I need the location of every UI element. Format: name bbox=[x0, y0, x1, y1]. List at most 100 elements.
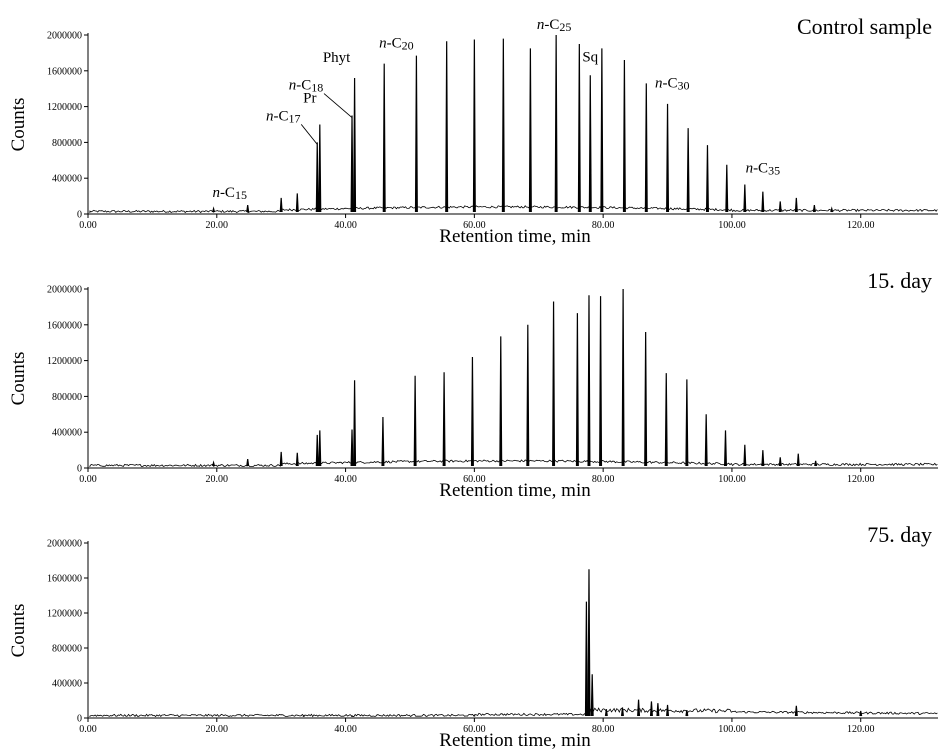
baseline-trace bbox=[89, 707, 938, 718]
chromatogram-peak bbox=[685, 710, 689, 717]
chromatogram-peak bbox=[649, 701, 653, 717]
y-axis-title: Counts bbox=[8, 604, 29, 658]
chromatogram-peak bbox=[794, 197, 798, 213]
x-tick-label: 40.00 bbox=[334, 474, 357, 485]
chromatogram-peak bbox=[637, 699, 641, 717]
chromatogram-peak bbox=[526, 324, 530, 467]
chromatogram-peak bbox=[666, 704, 670, 717]
panel-title: Control sample bbox=[797, 14, 932, 39]
chromatogram-peak bbox=[442, 372, 446, 467]
x-tick-label: 120.00 bbox=[847, 474, 875, 485]
chromatogram-peak bbox=[587, 569, 591, 717]
chromatogram-peak bbox=[350, 429, 354, 467]
chromatogram-peak bbox=[353, 77, 357, 213]
chromatogram-peak bbox=[554, 34, 558, 213]
chromatogram-peak bbox=[725, 164, 729, 213]
chromatogram-peak bbox=[472, 39, 476, 213]
chromatogram-peak bbox=[644, 83, 648, 213]
peak-annotation: n-C35 bbox=[746, 160, 781, 177]
chromatogram-peak bbox=[814, 460, 818, 467]
panel-title: 75. day bbox=[867, 522, 932, 547]
x-tick-label: 100.00 bbox=[718, 474, 746, 485]
peak-annotation: Pr bbox=[303, 91, 316, 107]
x-axis-title: Retention time, min bbox=[439, 480, 591, 501]
x-tick-label: 120.00 bbox=[847, 724, 875, 735]
chromatogram-peak bbox=[705, 145, 709, 213]
chromatogram-peak bbox=[778, 457, 782, 467]
chromatogram-peak bbox=[644, 331, 648, 467]
chromatogram-peak bbox=[499, 336, 503, 467]
x-tick-label: 120.00 bbox=[847, 220, 875, 231]
peak-annotation: n-C15 bbox=[212, 185, 247, 202]
chromatogram-peak bbox=[622, 60, 626, 213]
x-tick-label: 0.00 bbox=[79, 220, 97, 231]
panel-title: 15. day bbox=[867, 268, 932, 293]
chromatogram-peak bbox=[350, 115, 354, 213]
chromatogram-peak bbox=[445, 41, 449, 213]
peak-annotation: Sq bbox=[582, 49, 598, 65]
chromatogram-peak bbox=[812, 204, 816, 213]
x-axis-title: Retention time, min bbox=[439, 226, 591, 247]
chromatogram-peak bbox=[590, 674, 594, 717]
chromatogram-peak bbox=[704, 414, 708, 467]
chromatogram-panel-2: 0 400000 800000 1200000 1600000 2000000 0.00 20… bbox=[8, 522, 938, 751]
y-tick-label: 1200000 bbox=[47, 102, 82, 113]
chromatogram-peak bbox=[584, 601, 588, 717]
chromatogram-peak bbox=[685, 379, 689, 467]
chromatogram-peak bbox=[761, 191, 765, 213]
y-tick-label: 1200000 bbox=[47, 356, 82, 367]
x-tick-label: 60.00 bbox=[463, 220, 486, 231]
x-tick-label: 60.00 bbox=[463, 474, 486, 485]
chromatogram-peak bbox=[656, 703, 660, 717]
y-tick-label: 0 bbox=[77, 464, 82, 475]
y-tick-label: 400000 bbox=[52, 174, 82, 185]
y-tick-label: 1600000 bbox=[47, 574, 82, 585]
x-tick-label: 40.00 bbox=[334, 724, 357, 735]
annotation-leader-line bbox=[300, 124, 318, 145]
x-tick-label: 20.00 bbox=[206, 724, 229, 735]
chromatogram-peak bbox=[381, 416, 385, 467]
chromatogram-peak bbox=[470, 357, 474, 467]
chromatogram-peak bbox=[587, 295, 591, 467]
peak-annotation: n-C25 bbox=[537, 17, 572, 34]
chromatogram-peak bbox=[212, 460, 216, 467]
chromatogram-peak bbox=[414, 55, 418, 213]
chromatogram-peak bbox=[830, 206, 834, 213]
chromatogram-panel-1: 0 400000 800000 1200000 1600000 2000000 0.00 20… bbox=[8, 268, 938, 501]
y-tick-label: 800000 bbox=[52, 644, 82, 655]
y-tick-label: 2000000 bbox=[47, 31, 82, 42]
chromatogram-peak bbox=[724, 430, 727, 467]
chromatogram-peak bbox=[794, 705, 798, 717]
x-tick-label: 0.00 bbox=[79, 474, 97, 485]
peak-annotation: n-C20 bbox=[379, 36, 414, 53]
chromatogram-peak bbox=[577, 43, 581, 213]
peak-annotation: n-C30 bbox=[655, 75, 690, 92]
chromatogram-peak bbox=[295, 193, 299, 213]
chromatogram-peak bbox=[686, 128, 690, 213]
chromatogram-peak bbox=[413, 375, 417, 467]
chromatogram-peak bbox=[778, 201, 782, 213]
x-tick-label: 80.00 bbox=[592, 724, 615, 735]
chromatogram-peak bbox=[621, 288, 625, 467]
chromatogram-peak bbox=[604, 709, 608, 717]
x-tick-label: 100.00 bbox=[718, 724, 746, 735]
peak-annotation: n-C17 bbox=[266, 108, 301, 125]
y-tick-label: 1600000 bbox=[47, 66, 82, 77]
chromatogram-peak bbox=[599, 296, 603, 467]
chromatogram-peak bbox=[743, 184, 747, 213]
chromatogram-peak bbox=[353, 380, 357, 467]
y-axis-title: Counts bbox=[8, 352, 29, 406]
chromatogram-peak bbox=[295, 452, 299, 467]
chromatogram-peak bbox=[796, 453, 800, 467]
annotation-leader-line bbox=[323, 93, 353, 118]
x-tick-label: 20.00 bbox=[206, 474, 229, 485]
y-tick-label: 1200000 bbox=[47, 609, 82, 620]
baseline-trace bbox=[89, 459, 938, 468]
y-tick-label: 400000 bbox=[52, 679, 82, 690]
chromatogram-peak bbox=[600, 48, 604, 213]
chromatogram-peak bbox=[318, 430, 322, 467]
baseline-trace bbox=[89, 205, 938, 214]
chromatogram-peak bbox=[588, 75, 592, 213]
chromatogram-peak bbox=[761, 450, 765, 467]
